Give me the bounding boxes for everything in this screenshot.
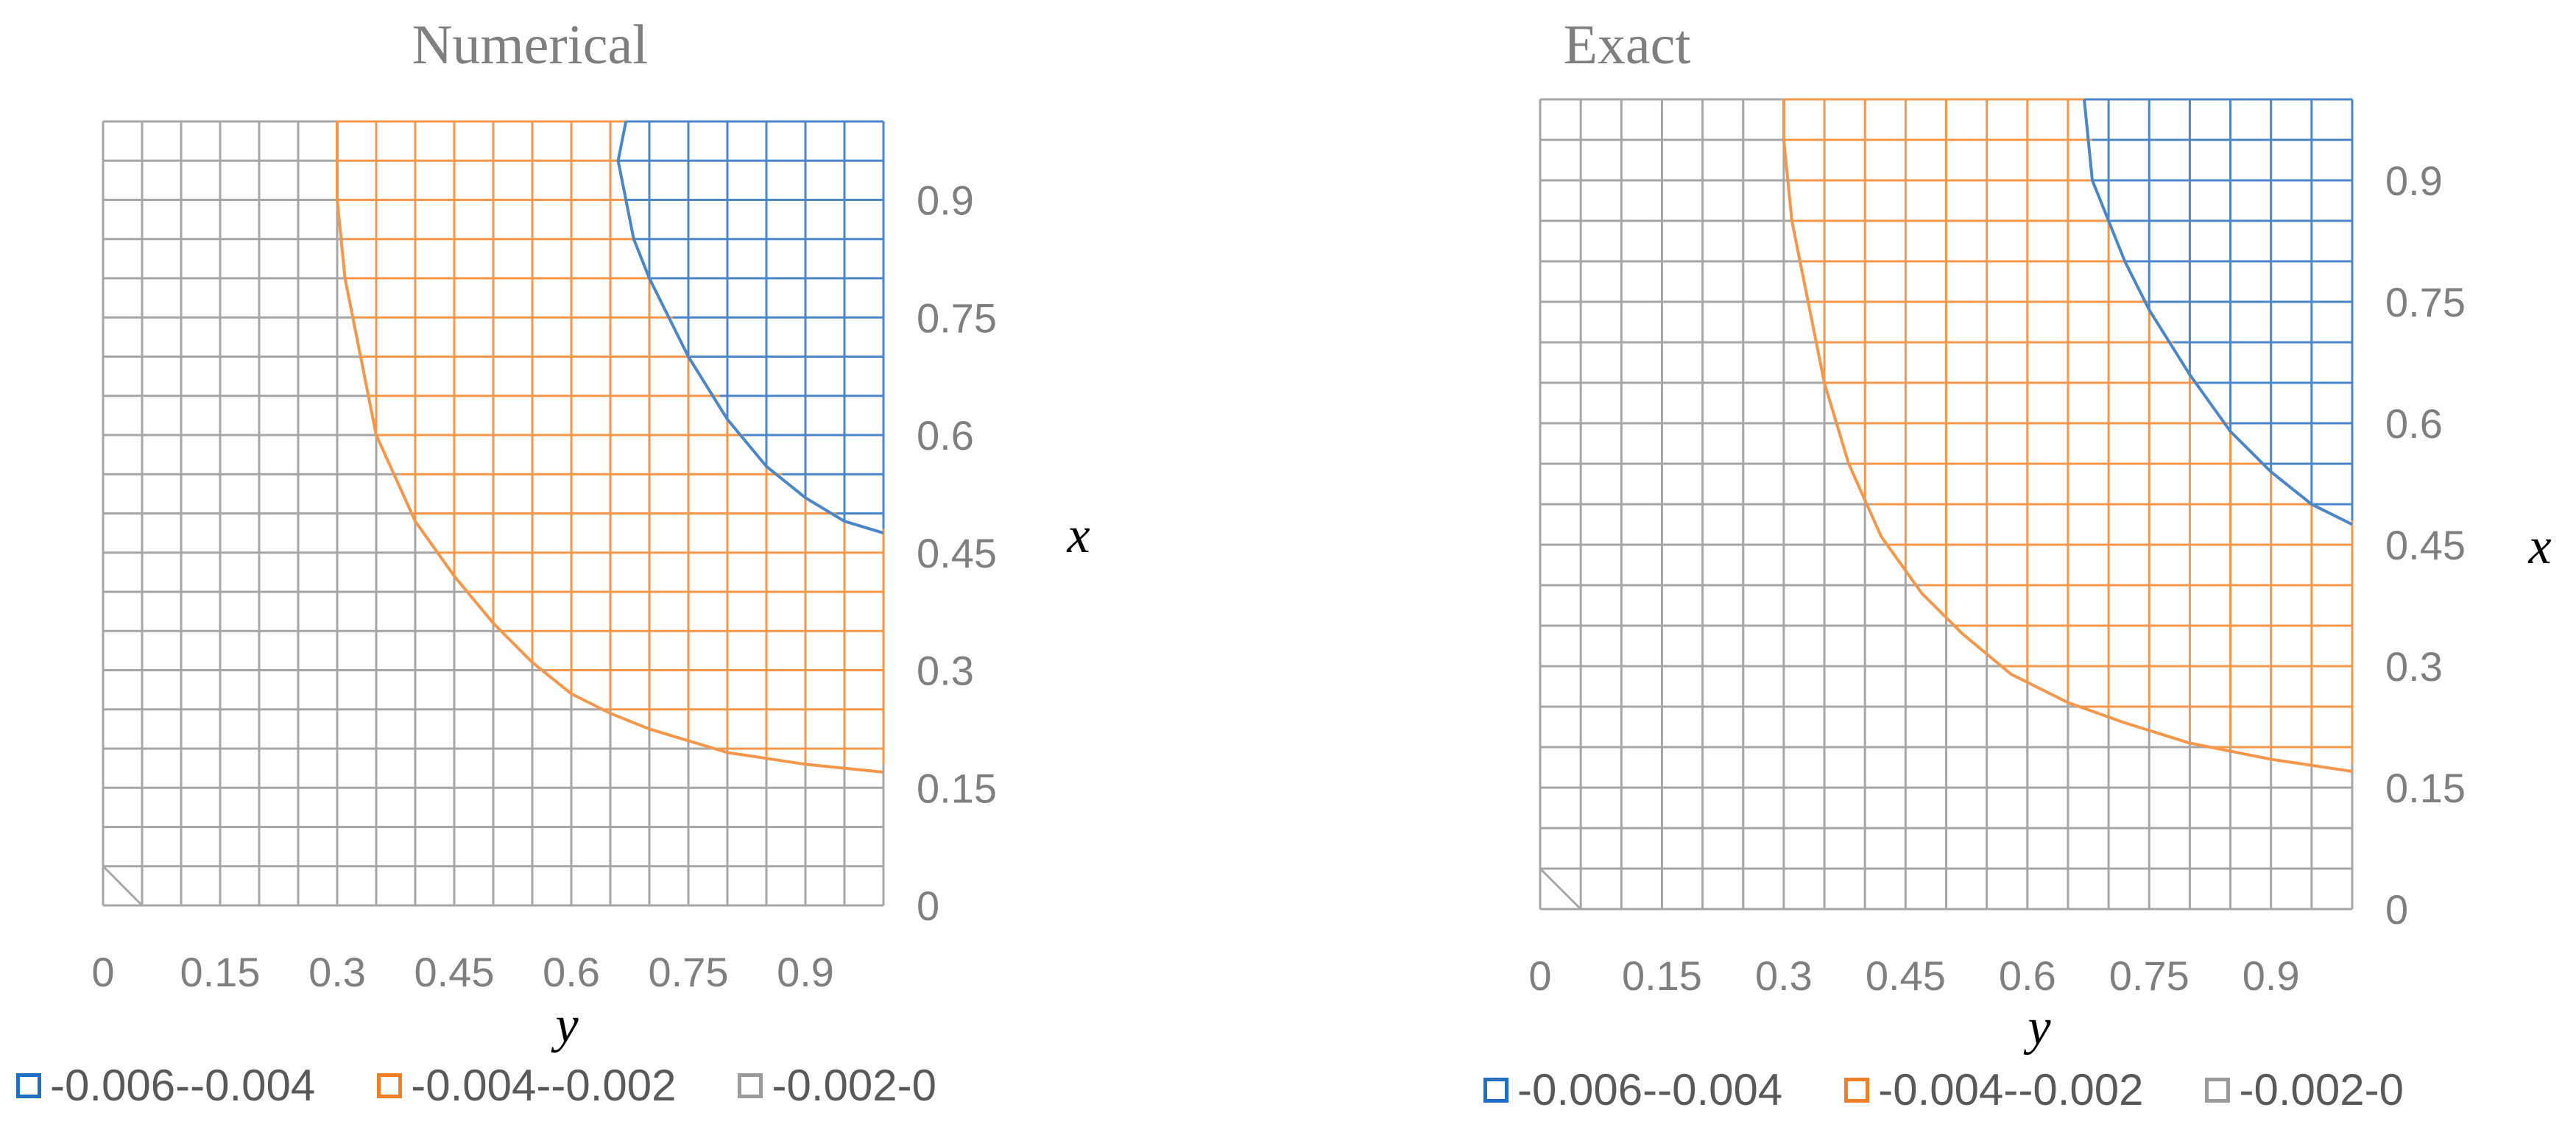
legend-label: -0.002-0: [772, 1061, 936, 1110]
y-tick-label: 0.9: [2385, 158, 2443, 204]
x-tick-label: 0: [91, 949, 114, 995]
x-tick-label: 0.3: [1755, 953, 1813, 999]
legend-swatch-orange: [377, 1072, 403, 1098]
x-tick-label: 0: [1528, 953, 1551, 999]
x-tick-label: 0.6: [1999, 953, 2056, 999]
legend: -0.006--0.004 -0.004--0.002 -0.002-0: [16, 1060, 936, 1111]
y-tick-label: 0.6: [2385, 400, 2443, 447]
legend: -0.006--0.004 -0.004--0.002 -0.002-0: [1483, 1064, 2404, 1115]
y-axis-label: x: [2527, 518, 2551, 575]
x-tick-label: 0.9: [2242, 953, 2300, 999]
x-tick-label: 0.45: [1866, 953, 1946, 999]
exact-chart-svg: 0 0.15 0.3 0.45 0.6 0.75 0.9 0 0.15 0.3 0.45 0.6 0.7…: [1528, 98, 2552, 1056]
chart-title: Exact: [1563, 14, 1691, 76]
legend-label: -0.002-0: [2239, 1065, 2404, 1114]
x-tick-label: 0.75: [2109, 953, 2189, 999]
legend-swatch-blue: [1483, 1077, 1508, 1103]
x-axis-label: y: [551, 997, 579, 1053]
legend-item-orange: -0.004--0.002: [377, 1060, 676, 1111]
legend-label: -0.004--0.002: [411, 1061, 677, 1110]
exact-chart-panel: Exact 0 0.15 0.3 0.45 0.6 0.75 0.9 0 0.15 0.3 0.45…: [1296, 0, 2552, 1138]
y-tick-label: 0.75: [917, 294, 997, 341]
x-tick-label: 0.45: [414, 949, 495, 995]
legend-item-blue: -0.006--0.004: [1483, 1064, 1782, 1115]
y-tick-label: 0.9: [917, 177, 974, 224]
numerical-chart-panel: Numerical 0 0.15 0.3 0.45 0.6 0.75 0.9 0 0.15 0.3…: [0, 0, 1252, 1138]
y-tick-label: 0.75: [2385, 279, 2466, 325]
y-tick-label: 0: [917, 883, 939, 929]
y-tick-label: 0.15: [2385, 765, 2466, 811]
contour-blue: [616, 121, 884, 535]
legend-swatch-gray: [2205, 1077, 2231, 1103]
contour-blue: [2083, 99, 2353, 526]
y-tick-label: 0.6: [917, 412, 974, 459]
y-tick-label: 0.15: [917, 765, 997, 811]
contour-orange: [1782, 99, 2353, 773]
legend-swatch-gray: [738, 1072, 763, 1098]
origin-diagonal: [102, 865, 144, 907]
y-tick-label: 0.45: [2385, 522, 2466, 568]
numerical-chart-svg: 0 0.15 0.3 0.45 0.6 0.75 0.9 0 0.15 0.3 0.45 0.6 0.7…: [91, 120, 1090, 1053]
x-tick-label: 0.75: [649, 949, 729, 995]
legend-label: -0.004--0.002: [1878, 1065, 2144, 1114]
legend-swatch-blue: [16, 1072, 41, 1098]
legend-item-orange: -0.004--0.002: [1844, 1064, 2143, 1115]
x-axis-label: y: [2023, 999, 2051, 1056]
x-tick-label: 0.3: [308, 949, 366, 995]
y-tick-label: 0.45: [917, 530, 997, 576]
x-tick-label: 0.15: [1622, 953, 1702, 999]
y-tick-label: 0: [2385, 886, 2408, 933]
y-tick-label: 0.3: [2385, 643, 2443, 690]
x-tick-label: 0.9: [777, 949, 834, 995]
legend-item-gray: -0.002-0: [738, 1060, 936, 1111]
y-tick-label: 0.3: [917, 648, 974, 694]
chart-title: Numerical: [412, 14, 649, 76]
contour-orange: [336, 121, 884, 774]
legend-swatch-orange: [1844, 1077, 1870, 1103]
legend-label: -0.006--0.004: [50, 1061, 316, 1110]
x-tick-label: 0.15: [180, 949, 261, 995]
x-tick-label: 0.6: [543, 949, 600, 995]
legend-item-gray: -0.002-0: [2205, 1064, 2404, 1115]
legend-label: -0.006--0.004: [1517, 1065, 1783, 1114]
y-axis-label: x: [1066, 507, 1090, 564]
origin-diagonal: [1539, 867, 1582, 911]
legend-item-blue: -0.006--0.004: [16, 1060, 315, 1111]
